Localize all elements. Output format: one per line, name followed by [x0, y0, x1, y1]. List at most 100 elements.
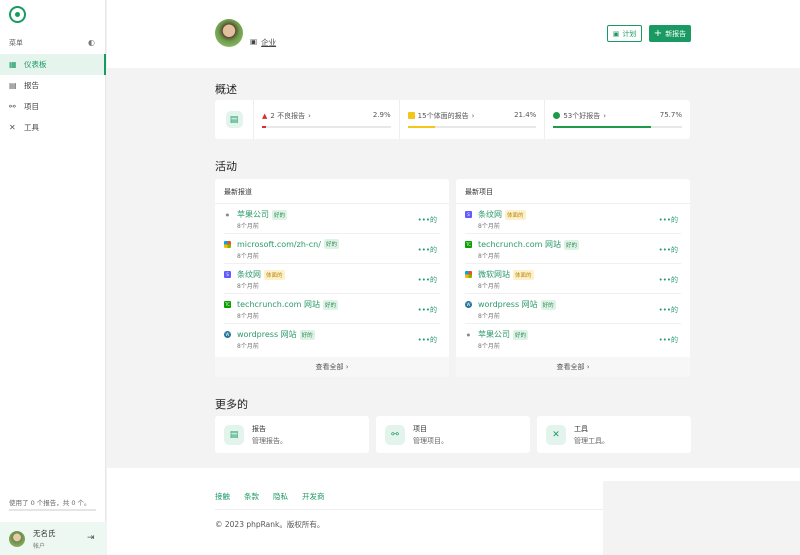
- latest-projects-card: 最新项目 S 条纹网 体面的 8个月前 •••的 TC techcrunch.com 网站 好的…: [456, 179, 690, 377]
- avatar: [215, 19, 243, 47]
- plan-button[interactable]: ▣ 计划: [607, 25, 642, 42]
- more-button[interactable]: •••的: [417, 246, 437, 254]
- more-button[interactable]: •••的: [658, 306, 678, 314]
- menu-label: 菜单: [9, 39, 23, 47]
- new-report-button[interactable]: + 新报告: [649, 25, 691, 42]
- wordpress-icon: W: [224, 331, 231, 338]
- sidebar-item-0[interactable]: ▦ 仪表板: [0, 54, 106, 75]
- list-item[interactable]: S 条纹网 体面的 8个月前 •••的: [224, 264, 440, 294]
- theme-icon[interactable]: ◐: [88, 38, 95, 47]
- list-item[interactable]: 微软网站 体面的 8个月前 •••的: [465, 264, 681, 294]
- footer-link[interactable]: 开发商: [302, 492, 325, 501]
- status-badge: 体面的: [264, 269, 285, 280]
- item-name[interactable]: 微软网站: [478, 270, 510, 279]
- usage-text: 使用了 0 个报告，共 0 个。: [9, 499, 91, 507]
- card-title: 工具: [574, 424, 588, 433]
- stat-progress: [553, 126, 683, 128]
- item-name[interactable]: wordpress 网站: [237, 330, 297, 339]
- tools-icon: ✕: [546, 424, 566, 445]
- microsoft-icon: [465, 271, 472, 278]
- more-button[interactable]: •••的: [658, 336, 678, 344]
- logo[interactable]: [9, 6, 26, 23]
- item-time: 8个月前: [478, 223, 500, 230]
- overview-stat[interactable]: ▲ 2 不良报告 › 2.9%: [254, 100, 400, 139]
- apple-icon: ●: [466, 332, 471, 337]
- view-all-label: 查看全部: [315, 363, 344, 371]
- chevron-right-icon: ›: [603, 112, 607, 120]
- user-avatar: [9, 530, 25, 547]
- list-item[interactable]: microsoft.com/zh-cn/好的 8个月前 •••的: [224, 234, 440, 264]
- list-item[interactable]: TC techcrunch.com 网站 好的 8个月前 •••的: [224, 294, 440, 324]
- more-button[interactable]: •••的: [658, 246, 678, 254]
- item-name[interactable]: 条纹网: [237, 270, 261, 279]
- more-card-1[interactable]: ⚯ 项目 管理项目。: [376, 416, 530, 453]
- footer-link[interactable]: 隐私: [273, 492, 288, 501]
- sidebar-item-1[interactable]: ▤ 报告: [0, 75, 106, 96]
- item-name[interactable]: 苹果公司: [478, 330, 510, 339]
- tools-icon: ✕: [9, 123, 16, 132]
- more-button[interactable]: •••的: [417, 336, 437, 344]
- org-label: 企业: [261, 38, 277, 47]
- new-report-label: 新报告: [665, 29, 687, 38]
- item-time: 8个月前: [237, 313, 259, 320]
- user-account[interactable]: 无名氏 帐户 ⇥: [0, 522, 106, 555]
- microsoft-icon: [224, 241, 231, 248]
- overview-card: ▤ ▲ 2 不良报告 › 2.9% 15个体面的报告 › 21.4% 53个好报告 › 75.7%: [215, 100, 690, 139]
- stat-progress: [262, 126, 391, 128]
- logout-icon[interactable]: ⇥: [87, 533, 95, 543]
- list-item[interactable]: ● 苹果公司 好的 8个月前 •••的: [224, 204, 440, 234]
- stat-label: 15个体面的报告: [417, 112, 469, 120]
- item-name[interactable]: techcrunch.com 网站: [237, 300, 320, 309]
- footer-link[interactable]: 接触: [215, 492, 230, 501]
- sidebar-item-label: 工具: [24, 123, 39, 132]
- list-item[interactable]: ● 苹果公司 好的 8个月前 •••的: [465, 324, 681, 354]
- list-item[interactable]: S 条纹网 体面的 8个月前 •••的: [465, 204, 681, 234]
- card-title: 报告: [252, 424, 266, 433]
- item-name[interactable]: microsoft.com/zh-cn/: [237, 239, 321, 249]
- user-name: 无名氏: [33, 528, 56, 538]
- chevron-right-icon: ›: [471, 112, 475, 120]
- techcrunch-icon: TC: [224, 301, 231, 308]
- footer-link[interactable]: 条款: [244, 492, 259, 501]
- card-desc: 管理工具。: [574, 436, 609, 445]
- item-time: 8个月前: [478, 283, 500, 290]
- list-item[interactable]: TC techcrunch.com 网站 好的 8个月前 •••的: [465, 234, 681, 264]
- status-badge: 体面的: [505, 209, 526, 220]
- more-card-2[interactable]: ✕ 工具管理工具。: [537, 416, 691, 453]
- overview-stat[interactable]: 53个好报告 › 75.7%: [545, 100, 690, 139]
- more-button[interactable]: •••的: [417, 276, 437, 284]
- item-time: 8个月前: [237, 283, 259, 290]
- status-badge: 好的: [540, 299, 556, 310]
- sidebar-item-label: 仪表板: [24, 60, 47, 69]
- plus-icon: +: [653, 28, 663, 39]
- view-all-link[interactable]: 查看全部 ›: [456, 357, 690, 377]
- status-badge: 好的: [323, 299, 339, 310]
- sidebar-item-2[interactable]: ⚯ 项目: [0, 96, 106, 117]
- more-button[interactable]: •••的: [658, 216, 678, 224]
- more-button[interactable]: •••的: [417, 306, 437, 314]
- overview-stat[interactable]: 15个体面的报告 › 21.4%: [400, 100, 546, 139]
- report-icon: ▤: [225, 111, 243, 128]
- chevron-right-icon: ›: [345, 363, 349, 371]
- more-title: 更多的: [215, 398, 248, 411]
- more-button[interactable]: •••的: [417, 216, 437, 224]
- status-badge: 好的: [564, 239, 580, 250]
- sidebar-item-label: 项目: [24, 102, 39, 111]
- item-name[interactable]: 苹果公司: [237, 210, 269, 219]
- header: ▣ 企业 ▣ 计划 + 新报告: [107, 0, 800, 68]
- item-name[interactable]: techcrunch.com 网站: [478, 240, 561, 249]
- item-name[interactable]: wordpress 网站: [478, 300, 538, 309]
- user-role: 帐户: [33, 542, 46, 550]
- item-name[interactable]: 条纹网: [478, 210, 502, 219]
- org-link[interactable]: ▣ 企业: [250, 37, 276, 48]
- sidebar-item-3[interactable]: ✕ 工具: [0, 117, 106, 138]
- card-desc: 管理项目。: [413, 436, 448, 445]
- view-all-link[interactable]: 查看全部 ›: [215, 357, 449, 377]
- report-icon: ▤: [224, 424, 244, 445]
- more-button[interactable]: •••的: [658, 276, 678, 284]
- stat-label: 53个好报告: [563, 112, 601, 120]
- more-card-0[interactable]: ▤ 报告 管理报告。: [215, 416, 369, 453]
- footer-links: 接触 条款 隐私 开发商: [215, 491, 325, 502]
